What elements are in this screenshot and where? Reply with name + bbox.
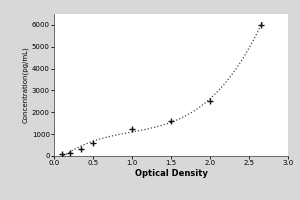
X-axis label: Optical Density: Optical Density bbox=[135, 169, 207, 178]
Y-axis label: Concentration(pg/mL): Concentration(pg/mL) bbox=[22, 47, 29, 123]
